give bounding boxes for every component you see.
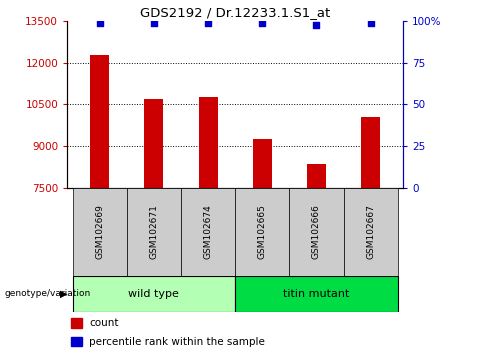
Point	[96, 20, 104, 26]
Text: percentile rank within the sample: percentile rank within the sample	[89, 337, 265, 347]
Bar	[127, 188, 181, 276]
Bar	[72, 276, 235, 312]
Bar	[307, 164, 326, 188]
Text: GSM102671: GSM102671	[149, 204, 158, 259]
Text: GSM102665: GSM102665	[258, 204, 267, 259]
Bar	[90, 55, 109, 188]
Point	[367, 20, 374, 26]
Bar	[72, 188, 127, 276]
Bar	[71, 318, 83, 328]
Text: count: count	[89, 318, 119, 328]
Bar	[253, 139, 272, 188]
Bar	[144, 99, 163, 188]
Bar	[289, 188, 344, 276]
Point	[204, 20, 212, 26]
Bar	[235, 188, 289, 276]
Bar	[235, 276, 398, 312]
Point	[312, 22, 320, 27]
Title: GDS2192 / Dr.12233.1.S1_at: GDS2192 / Dr.12233.1.S1_at	[140, 6, 330, 19]
Text: GSM102669: GSM102669	[95, 204, 104, 259]
Bar	[344, 188, 398, 276]
Point	[258, 20, 266, 26]
Point	[150, 20, 158, 26]
Text: wild type: wild type	[129, 289, 180, 299]
Text: GSM102674: GSM102674	[204, 205, 213, 259]
Text: GSM102667: GSM102667	[366, 204, 375, 259]
Bar	[199, 97, 217, 188]
Bar	[181, 188, 235, 276]
Bar	[71, 337, 83, 346]
Text: GSM102666: GSM102666	[312, 204, 321, 259]
Text: genotype/variation: genotype/variation	[5, 289, 91, 298]
Text: titin mutant: titin mutant	[283, 289, 349, 299]
Text: ▶: ▶	[60, 289, 68, 299]
Bar	[361, 117, 380, 188]
